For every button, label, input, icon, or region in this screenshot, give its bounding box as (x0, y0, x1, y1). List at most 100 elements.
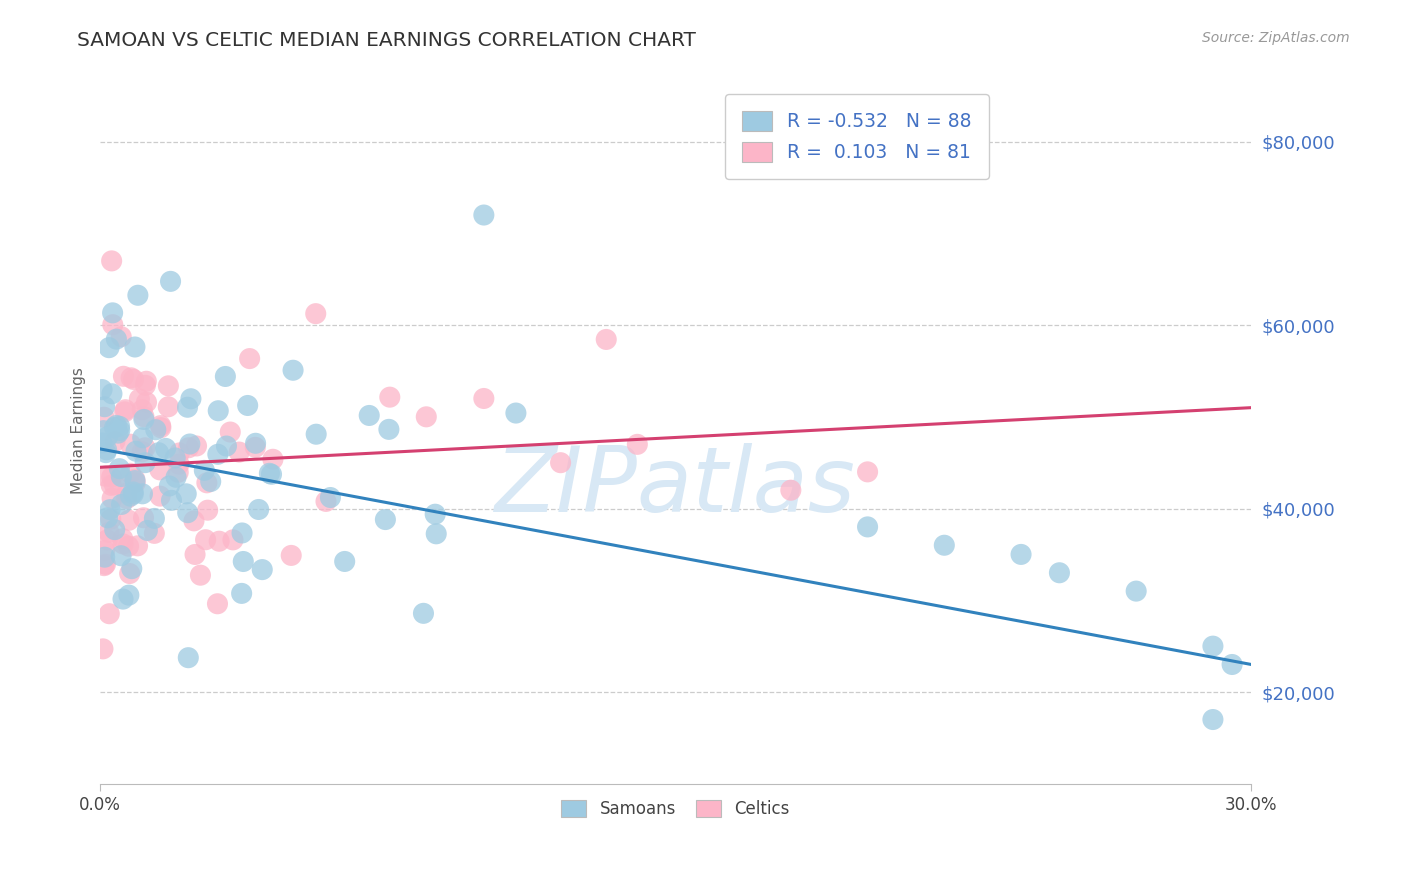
Point (378, 422, 401, 436)
Point (112, 369, 135, 384)
Point (101, 386, 124, 401)
Point (131, 487, 153, 501)
Point (415, 409, 437, 424)
Point (101, 491, 124, 506)
Point (180, 392, 202, 406)
Point (94, 445, 117, 459)
Point (208, 534, 231, 549)
Point (132, 409, 155, 424)
Point (122, 487, 145, 501)
Point (207, 597, 229, 611)
Point (425, 507, 447, 521)
Point (132, 412, 155, 426)
Point (1202, 713, 1225, 727)
Point (184, 548, 207, 562)
Point (239, 351, 262, 366)
Point (259, 467, 281, 481)
Point (101, 306, 124, 320)
Point (595, 333, 617, 347)
Point (194, 533, 217, 547)
Point (176, 401, 198, 415)
Point (103, 477, 125, 491)
Point (231, 586, 253, 600)
Point (93, 400, 115, 414)
Point (149, 420, 172, 434)
Point (131, 402, 153, 417)
Point (117, 539, 139, 553)
Point (135, 374, 157, 388)
Point (222, 533, 245, 547)
Point (231, 526, 253, 541)
Point (281, 363, 304, 377)
Point (114, 405, 136, 419)
Point (165, 470, 187, 484)
Point (97, 525, 120, 540)
Point (856, 465, 879, 479)
Point (122, 372, 145, 386)
Point (319, 491, 342, 505)
Point (157, 400, 180, 414)
Point (112, 592, 135, 607)
Point (197, 503, 219, 517)
Point (115, 486, 138, 500)
Point (174, 487, 197, 501)
Point (779, 483, 801, 498)
Point (215, 439, 238, 453)
Point (125, 444, 148, 458)
Point (96, 442, 118, 457)
Point (200, 475, 222, 489)
Point (105, 332, 128, 346)
Point (149, 489, 172, 503)
Point (94, 469, 117, 483)
Point (169, 446, 191, 460)
Point (167, 457, 190, 471)
Point (105, 418, 128, 433)
Point (93, 543, 115, 558)
Point (193, 463, 215, 477)
Point (96, 533, 118, 547)
Point (232, 554, 254, 568)
Point (136, 524, 159, 538)
Point (305, 427, 328, 442)
Point (177, 650, 200, 665)
Text: Source: ZipAtlas.com: Source: ZipAtlas.com (1202, 31, 1350, 45)
Point (124, 474, 146, 488)
Point (1125, 584, 1147, 599)
Point (143, 526, 166, 541)
Point (98, 607, 121, 621)
Point (93, 550, 115, 565)
Point (280, 549, 302, 563)
Point (111, 532, 134, 546)
Point (160, 493, 183, 508)
Point (315, 494, 337, 508)
Point (114, 402, 136, 417)
Point (186, 439, 208, 453)
Point (120, 437, 142, 451)
Point (412, 607, 434, 621)
Point (91, 436, 114, 450)
Text: ZIPatlas: ZIPatlas (495, 443, 856, 531)
Point (96, 430, 118, 444)
Point (934, 538, 956, 552)
Point (108, 424, 131, 438)
Point (100, 512, 122, 526)
Point (93, 558, 115, 573)
Point (195, 475, 218, 490)
Point (91, 383, 114, 397)
Point (110, 329, 132, 343)
Point (214, 369, 236, 384)
Point (149, 463, 172, 477)
Point (98, 502, 121, 516)
Point (93, 424, 115, 438)
Point (100, 470, 122, 484)
Legend: Samoans, Celtics: Samoans, Celtics (555, 793, 797, 825)
Point (110, 498, 132, 512)
Point (134, 456, 156, 470)
Point (149, 418, 172, 433)
Point (124, 475, 146, 490)
Point (155, 442, 177, 456)
Point (118, 588, 141, 602)
Point (472, 208, 495, 222)
Point (1202, 639, 1225, 653)
Point (143, 511, 166, 525)
